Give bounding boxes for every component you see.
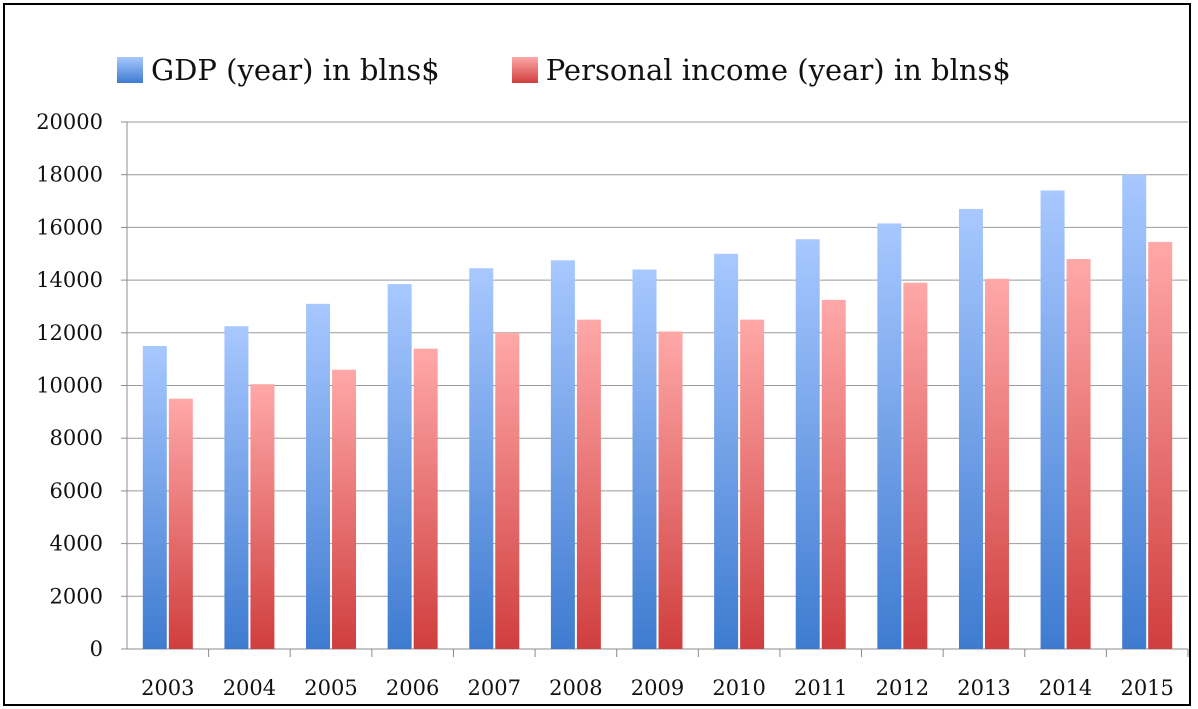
y-tick-label: 4000 — [50, 532, 103, 556]
chart-legend: GDP (year) in blns$ Personal income (yea… — [117, 45, 1083, 95]
x-tick-label: 2015 — [1120, 676, 1173, 700]
y-tick-label: 18000 — [36, 163, 103, 187]
x-tick-label: 2012 — [876, 676, 929, 700]
bar-gdp-2009 — [632, 269, 657, 649]
legend-label-gdp: GDP (year) in blns$ — [151, 53, 440, 87]
bar-personal-income-2007 — [495, 332, 520, 649]
bar-personal-income-2010 — [740, 319, 765, 649]
bar-personal-income-2009 — [658, 331, 683, 649]
legend-entry-gdp: GDP (year) in blns$ — [117, 53, 440, 87]
bar-personal-income-2013 — [984, 278, 1009, 649]
x-tick-label: 2003 — [141, 676, 194, 700]
bar-gdp-2011 — [795, 239, 820, 649]
bar-gdp-2006 — [387, 284, 412, 649]
bar-gdp-2012 — [877, 223, 902, 649]
legend-swatch-gdp — [117, 57, 143, 83]
x-tick-label: 2008 — [549, 676, 602, 700]
bar-personal-income-2003 — [168, 398, 193, 649]
x-tick-label: 2007 — [468, 676, 521, 700]
bar-personal-income-2015 — [1148, 241, 1173, 649]
x-tick-label: 2010 — [712, 676, 765, 700]
x-tick-label: 2009 — [631, 676, 684, 700]
bar-gdp-2008 — [550, 260, 575, 649]
legend-entry-personal-income: Personal income (year) in blns$ — [511, 53, 1011, 87]
y-tick-label: 6000 — [50, 479, 103, 503]
x-tick-label: 2004 — [223, 676, 276, 700]
chart-plot: 0 2000 4000 6000 8000 10000 12000 14000 16000 180… — [36, 110, 1189, 700]
y-tick-label: 2000 — [50, 584, 103, 608]
bar-gdp-2014 — [1040, 190, 1065, 649]
bar-gdp-2007 — [469, 268, 494, 649]
bar-gdp-2013 — [958, 208, 983, 649]
bar-personal-income-2004 — [250, 384, 275, 649]
bar-personal-income-2011 — [821, 299, 846, 649]
bar-personal-income-2005 — [332, 369, 357, 649]
legend-swatch-personal-income — [511, 57, 538, 83]
x-tick-label: 2005 — [304, 676, 357, 700]
bar-gdp-2015 — [1122, 174, 1147, 649]
x-tick-label: 2014 — [1039, 676, 1092, 700]
y-tick-label: 10000 — [36, 374, 103, 398]
bar-personal-income-2008 — [576, 319, 601, 649]
bar-gdp-2005 — [306, 303, 331, 649]
x-tick-label: 2013 — [957, 676, 1010, 700]
x-tick-label: 2011 — [794, 676, 847, 700]
y-tick-label: 14000 — [36, 268, 103, 292]
bar-gdp-2004 — [224, 326, 249, 649]
y-tick-label: 20000 — [36, 110, 103, 134]
y-tick-label: 12000 — [36, 321, 103, 345]
y-tick-label: 0 — [90, 637, 103, 661]
x-tick-label: 2006 — [386, 676, 439, 700]
bar-personal-income-2014 — [1066, 259, 1091, 649]
y-tick-label: 16000 — [36, 215, 103, 239]
bar-personal-income-2012 — [903, 282, 928, 649]
bar-gdp-2003 — [142, 345, 167, 649]
bar-personal-income-2006 — [413, 348, 438, 649]
y-tick-label: 8000 — [50, 426, 103, 450]
bar-gdp-2010 — [714, 253, 739, 649]
chart-frame: 0 2000 4000 6000 8000 10000 12000 14000 16000 180… — [3, 3, 1191, 706]
legend-label-personal-income: Personal income (year) in blns$ — [545, 53, 1011, 87]
